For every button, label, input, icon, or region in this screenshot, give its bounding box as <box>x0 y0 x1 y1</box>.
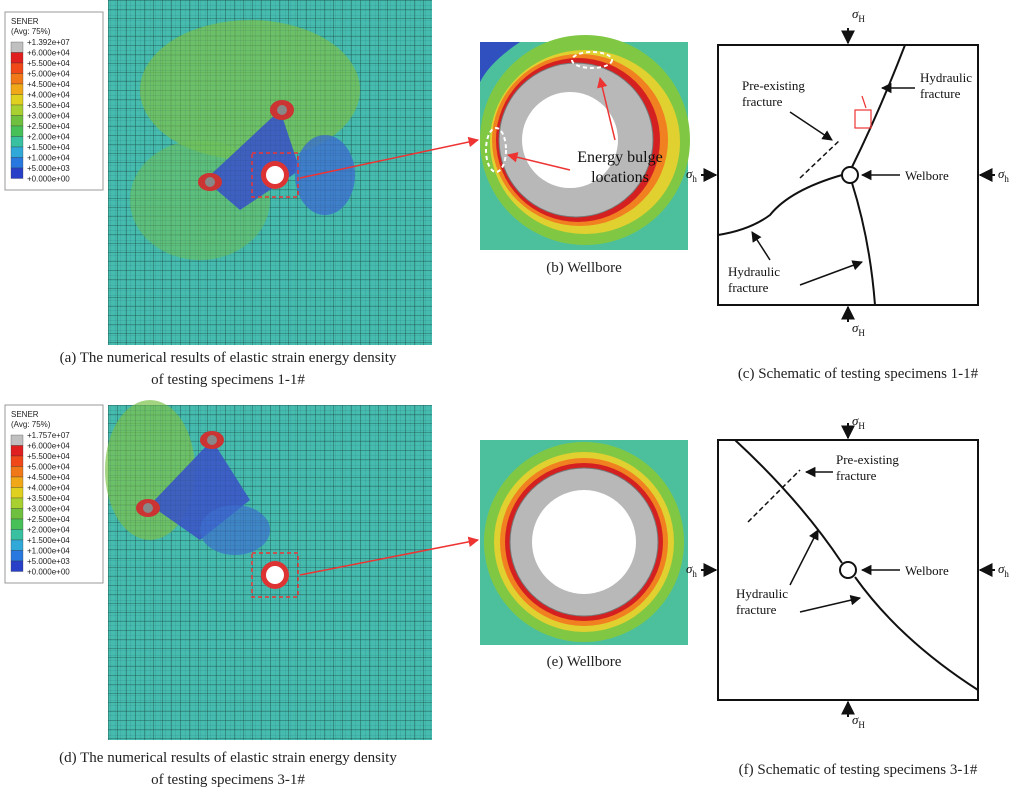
sigma-subscript: H <box>858 421 865 431</box>
legend-label: +5.500e+04 <box>27 452 70 461</box>
legend-swatch <box>11 168 23 179</box>
legend-label: +0.000e+00 <box>27 175 70 184</box>
caption: (c) Schematic of testing specimens 1-1# <box>738 366 979 382</box>
sigma-subscript: H <box>858 328 865 338</box>
annotation: fracture <box>742 94 783 109</box>
legend-swatch <box>11 488 23 499</box>
legend-label: +1.000e+04 <box>27 154 70 163</box>
legend-swatch <box>11 126 23 137</box>
annotation: fracture <box>920 86 961 101</box>
legend-swatch <box>11 530 23 541</box>
legend-swatch <box>11 467 23 478</box>
legend-swatch <box>11 158 23 169</box>
legend-label: +3.500e+04 <box>27 494 70 503</box>
annotation: fracture <box>728 280 769 295</box>
legend-label: +5.000e+03 <box>27 164 70 173</box>
mesh-d <box>105 400 432 740</box>
legend-swatch <box>11 84 23 95</box>
legend-swatch <box>11 74 23 85</box>
legend-label: +3.000e+04 <box>27 505 70 514</box>
legend-label: +1.500e+04 <box>27 143 70 152</box>
caption: (f) Schematic of testing specimens 3-1# <box>739 762 978 778</box>
legend-label: +4.500e+04 <box>27 80 70 89</box>
sigma-label: σH <box>852 6 865 24</box>
legend-swatch <box>11 551 23 562</box>
legend-label: +4.000e+04 <box>27 484 70 493</box>
legend-swatch <box>11 540 23 551</box>
legend-swatch <box>11 105 23 116</box>
annotation: Hydraulic <box>920 70 972 85</box>
sigma-subscript: h <box>1004 569 1009 579</box>
legend-swatch <box>11 519 23 530</box>
legend-swatch <box>11 63 23 74</box>
legend-swatch <box>11 95 23 106</box>
legend-swatch <box>11 561 23 572</box>
caption: of testing specimens 3-1# <box>151 772 305 788</box>
legend-label: +5.000e+04 <box>27 463 70 472</box>
annotation: Welbore <box>905 563 949 578</box>
legend-label: +3.000e+04 <box>27 112 70 121</box>
legend-label: +6.000e+04 <box>27 49 70 58</box>
sigma-label: σH <box>852 712 865 730</box>
annotation: fracture <box>736 602 777 617</box>
legend-swatch <box>11 53 23 64</box>
legend-subtitle: (Avg: 75%) <box>11 420 51 429</box>
legend-swatch <box>11 477 23 488</box>
caption: (a) The numerical results of elastic str… <box>60 350 397 366</box>
legend-label: +3.500e+04 <box>27 101 70 110</box>
sigma-label: σh <box>998 561 1009 579</box>
legend-subtitle: (Avg: 75%) <box>11 27 51 36</box>
sigma-subscript: H <box>858 14 865 24</box>
legend-label: +4.000e+04 <box>27 91 70 100</box>
legend-swatch <box>11 509 23 520</box>
sigma-subscript: h <box>692 174 697 184</box>
legend-swatch <box>11 147 23 158</box>
caption: (e) Wellbore <box>547 654 622 670</box>
caption: of testing specimens 1-1# <box>151 372 305 388</box>
sigma-subscript: h <box>692 569 697 579</box>
legend-label: +2.500e+04 <box>27 515 70 524</box>
wellbore-b <box>480 35 690 250</box>
legend-title: SENER <box>11 410 39 419</box>
legend-label: +2.000e+04 <box>27 526 70 535</box>
legend-label: +2.000e+04 <box>27 133 70 142</box>
legend-label: +0.000e+00 <box>27 568 70 577</box>
sigma-label: σh <box>998 166 1009 184</box>
sigma-label: σH <box>852 320 865 338</box>
figure: SENER(Avg: 75%)+1.392e+07+6.000e+04+5.50… <box>0 0 1015 788</box>
legend-label: +5.000e+03 <box>27 557 70 566</box>
legend-label: +1.757e+07 <box>27 431 70 440</box>
legend-title: SENER <box>11 17 39 26</box>
legend-label: +5.000e+04 <box>27 70 70 79</box>
mesh-a <box>108 0 432 345</box>
caption: (b) Wellbore <box>546 260 622 276</box>
legend-swatch <box>11 435 23 446</box>
legend-label: +6.000e+04 <box>27 442 70 451</box>
annotation: Pre-existing <box>836 452 899 467</box>
sigma-label: σH <box>852 413 865 431</box>
legend-swatch <box>11 498 23 509</box>
sigma-subscript: H <box>858 720 865 730</box>
caption: (d) The numerical results of elastic str… <box>59 750 397 766</box>
legend-label: +1.500e+04 <box>27 536 70 545</box>
legend-label: +1.000e+04 <box>27 547 70 556</box>
annotation: Hydraulic <box>736 586 788 601</box>
legend-swatch <box>11 456 23 467</box>
legend-swatch <box>11 116 23 127</box>
annotation: locations <box>591 169 649 186</box>
wellbore-e <box>480 440 688 645</box>
annotation: Pre-existing <box>742 78 805 93</box>
annotation: fracture <box>836 468 877 483</box>
annotation: Hydraulic <box>728 264 780 279</box>
legend-label: +1.392e+07 <box>27 38 70 47</box>
annotation: Welbore <box>905 168 949 183</box>
sigma-subscript: h <box>1004 174 1009 184</box>
legend-swatch <box>11 137 23 148</box>
legend-label: +5.500e+04 <box>27 59 70 68</box>
legend-swatch <box>11 446 23 457</box>
annotation: Energy bulge <box>577 149 662 166</box>
legend-swatch <box>11 42 23 53</box>
legend-label: +4.500e+04 <box>27 473 70 482</box>
legend-label: +2.500e+04 <box>27 122 70 131</box>
